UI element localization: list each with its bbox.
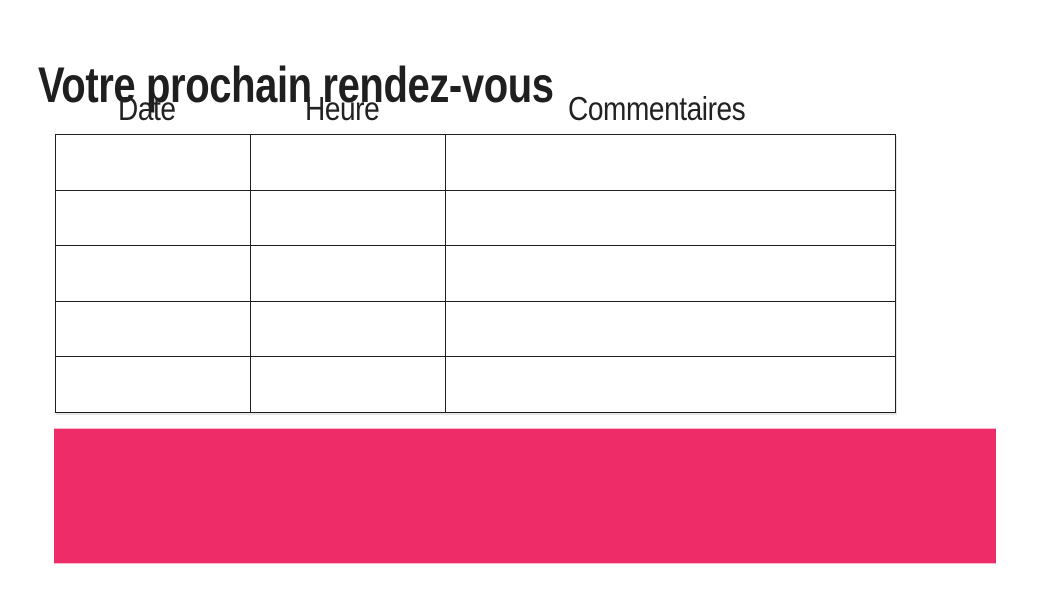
column-header-commentaires: Commentaires bbox=[568, 90, 746, 127]
table-row bbox=[55, 189, 896, 247]
cell-heure bbox=[250, 189, 446, 247]
accent-pink-block bbox=[54, 429, 996, 563]
cell-date bbox=[55, 245, 251, 302]
cell-heure bbox=[250, 134, 446, 191]
table-row bbox=[55, 245, 896, 302]
cell-commentaires bbox=[445, 300, 896, 358]
cell-commentaires bbox=[445, 356, 896, 413]
column-header-heure: Heure bbox=[305, 90, 380, 127]
cell-commentaires bbox=[445, 134, 896, 191]
cell-heure bbox=[250, 356, 446, 413]
cell-date bbox=[55, 134, 251, 191]
appointments-table-body bbox=[55, 134, 896, 413]
table-row bbox=[55, 356, 896, 413]
page-title: Votre prochain rendez-vous bbox=[38, 56, 554, 113]
appointments-table bbox=[55, 134, 896, 413]
cell-heure bbox=[250, 245, 446, 302]
cell-commentaires bbox=[445, 189, 896, 247]
cell-date bbox=[55, 356, 251, 413]
cell-commentaires bbox=[445, 245, 896, 302]
cell-date bbox=[55, 300, 251, 358]
table-row bbox=[55, 300, 896, 358]
cell-date bbox=[55, 189, 251, 247]
column-header-date: Date bbox=[118, 90, 176, 127]
cell-heure bbox=[250, 300, 446, 358]
table-row bbox=[55, 134, 896, 191]
